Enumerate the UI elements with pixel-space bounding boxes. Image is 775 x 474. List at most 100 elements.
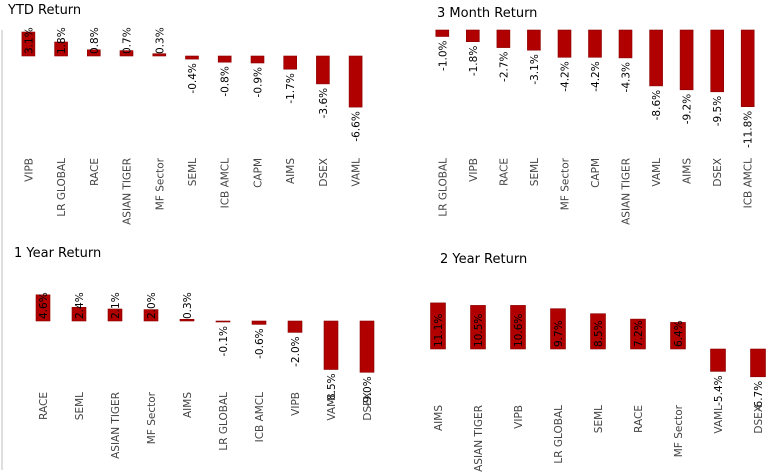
category-label: SEML	[593, 405, 605, 433]
category-label: ICB AMCL	[254, 392, 266, 443]
bar	[217, 55, 232, 63]
data-label: 10.5%	[473, 314, 485, 347]
data-label: 3.1%	[23, 27, 35, 54]
data-label: -6.6%	[351, 111, 363, 141]
category-label: ASIAN TIGER	[621, 158, 633, 225]
category-label: DSEX	[712, 158, 724, 187]
bar	[435, 29, 450, 37]
category-label: RACE	[38, 392, 50, 420]
data-label: 0.3%	[154, 27, 166, 54]
data-label: -9.0%	[362, 376, 374, 406]
bar	[630, 318, 646, 350]
bar	[143, 309, 159, 322]
category-label: VAML	[326, 392, 338, 421]
bar	[35, 294, 51, 322]
bar	[710, 29, 725, 93]
data-label: -1.7%	[285, 73, 297, 103]
category-label: CAPM	[590, 158, 602, 188]
data-label: 8.5%	[593, 320, 605, 347]
category-label: VIPB	[513, 405, 525, 429]
category-label: RACE	[89, 158, 101, 186]
bar	[679, 29, 694, 91]
bar	[550, 308, 566, 350]
data-label: -11.8%	[743, 111, 755, 148]
category-label: VAML	[351, 158, 363, 187]
category-label: VIPB	[23, 158, 35, 182]
data-label: -4.3%	[621, 62, 633, 92]
bar	[250, 55, 265, 64]
data-label: 2.0%	[146, 292, 158, 319]
data-label: -1.8%	[468, 46, 480, 76]
bar	[590, 313, 606, 350]
data-label: 9.7%	[553, 320, 565, 347]
data-label: -4.2%	[590, 61, 602, 91]
category-label: SEML	[187, 158, 199, 186]
data-label: -3.1%	[529, 54, 541, 84]
data-label: -9.2%	[682, 94, 694, 124]
data-label: 2.4%	[74, 292, 86, 319]
bar	[54, 41, 68, 57]
bar	[316, 55, 330, 85]
category-label: ICB AMCL	[220, 158, 232, 209]
bar	[470, 305, 486, 350]
bar	[465, 29, 480, 42]
data-label: -8.5%	[326, 373, 338, 403]
data-label: 2.1%	[110, 292, 122, 319]
data-label: 11.1%	[433, 314, 445, 347]
bar	[107, 308, 123, 322]
bar	[527, 29, 541, 51]
bar	[348, 55, 363, 108]
category-label: LR GLOBAL	[553, 405, 565, 464]
bar	[283, 55, 298, 70]
bar	[740, 29, 755, 107]
data-label: -0.1%	[218, 326, 230, 356]
category-label: DSEX	[753, 405, 765, 434]
category-label: DSEX	[362, 392, 374, 421]
category-label: CAPM	[253, 158, 265, 188]
category-label: LR GLOBAL	[218, 392, 230, 451]
data-label: -0.4%	[187, 63, 199, 93]
category-label: ICB AMCL	[743, 158, 755, 209]
bar	[588, 29, 602, 58]
category-label: SEML	[74, 392, 86, 420]
bar	[185, 55, 199, 60]
chart-title: 2 Year Return	[440, 252, 528, 267]
data-label: -9.5%	[712, 96, 724, 126]
category-label: ASIAN TIGER	[110, 392, 122, 459]
bar	[510, 305, 526, 350]
bar	[87, 49, 101, 57]
category-label: SEML	[529, 158, 541, 186]
data-label: -2.7%	[498, 51, 510, 81]
data-label: -1.0%	[437, 40, 449, 70]
bar	[152, 53, 167, 57]
chart-title: YTD Return	[8, 3, 82, 18]
bar	[670, 322, 686, 350]
data-label: -8.6%	[651, 90, 663, 120]
data-label: 0.7%	[122, 27, 134, 54]
bar	[618, 29, 633, 59]
category-label: ASIAN TIGER	[473, 405, 485, 472]
chart-group-2: 4.6% RACE 2.4% SEML 2.1% ASIAN TIGER 2.0% MF Se…	[35, 292, 375, 459]
data-label: -0.6%	[254, 328, 266, 358]
chart-group-0: 3.1% VIPB 1.8% LR GLOBAL 0.8% RACE 0.7% ASIAN T…	[21, 27, 363, 225]
bar	[215, 320, 231, 323]
chart-group-1: -1.0% LR GLOBAL -1.8% VIPB -2.7% RACE -3.1% SEM…	[435, 29, 755, 225]
bar	[21, 31, 36, 57]
category-label: VIPB	[468, 158, 480, 182]
category-label: LR GLOBAL	[437, 158, 449, 217]
bar	[710, 348, 726, 372]
chart-title: 1 Year Return	[14, 246, 102, 261]
category-label: VAML	[651, 158, 663, 187]
bar	[649, 29, 663, 87]
chart-title: 3 Month Return	[437, 6, 538, 21]
data-label: -5.4%	[713, 375, 725, 405]
bar	[71, 306, 87, 322]
data-label: -0.9%	[253, 67, 265, 97]
data-label: 10.6%	[513, 314, 525, 347]
category-label: RACE	[633, 405, 645, 433]
category-label: AIMS	[285, 158, 297, 184]
category-label: AIMS	[182, 392, 194, 418]
category-label: MF Sector	[154, 157, 166, 210]
bar	[179, 318, 195, 322]
category-label: RACE	[498, 158, 510, 186]
